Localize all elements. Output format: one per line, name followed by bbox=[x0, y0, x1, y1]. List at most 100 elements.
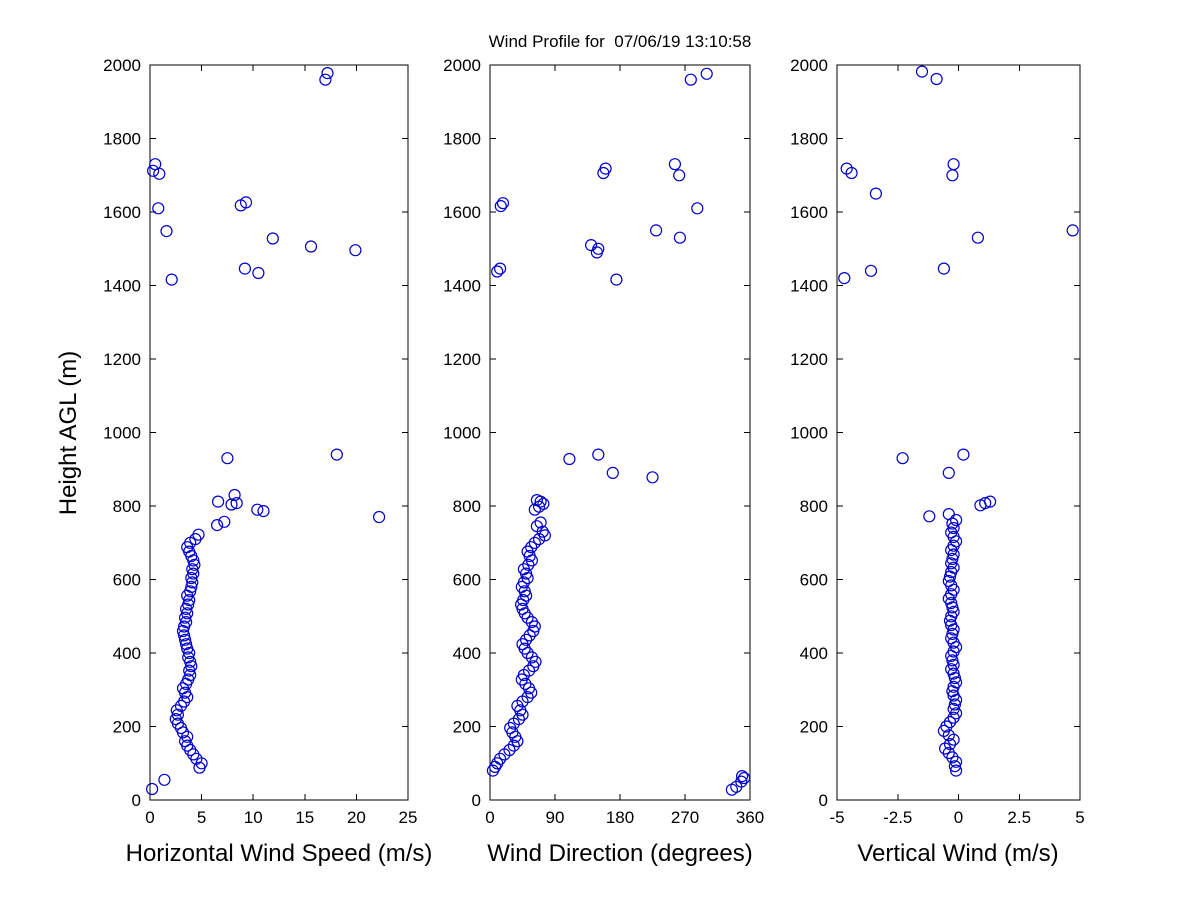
data-point-marker bbox=[180, 615, 193, 629]
data-point-marker bbox=[522, 682, 536, 695]
y-tick-label: 1400 bbox=[443, 277, 481, 296]
data-point-marker bbox=[942, 466, 955, 479]
data-point-marker bbox=[947, 689, 960, 702]
axes-box bbox=[489, 64, 751, 801]
data-point-marker bbox=[1066, 224, 1079, 237]
data-point-marker bbox=[181, 607, 194, 620]
data-point-marker bbox=[170, 704, 183, 717]
data-point-marker bbox=[971, 231, 985, 244]
data-point-marker bbox=[321, 66, 334, 80]
x-tick-label: 0 bbox=[145, 808, 154, 827]
data-point-marker bbox=[668, 158, 682, 171]
y-tick-label: 1000 bbox=[443, 424, 481, 443]
data-point-marker bbox=[537, 497, 550, 510]
x-tick-label: 90 bbox=[546, 808, 565, 827]
y-tick-label: 600 bbox=[453, 571, 481, 590]
data-point-marker bbox=[160, 225, 173, 238]
y-tick-label: 2000 bbox=[443, 56, 481, 75]
x-tick-label: 0 bbox=[485, 808, 494, 827]
data-point-marker bbox=[503, 743, 516, 757]
data-point-marker bbox=[152, 202, 165, 215]
y-tick-label: 1000 bbox=[790, 424, 828, 443]
data-point-marker bbox=[949, 513, 963, 527]
y-tick-label: 200 bbox=[113, 718, 141, 737]
data-point-marker bbox=[530, 494, 544, 507]
data-point-marker bbox=[525, 615, 539, 629]
y-tick-label: 200 bbox=[453, 718, 481, 737]
data-point-marker bbox=[491, 265, 504, 278]
data-point-marker bbox=[349, 244, 362, 257]
data-point-marker bbox=[946, 601, 959, 614]
y-tick-label: 1800 bbox=[443, 130, 481, 149]
data-point-marker bbox=[949, 676, 963, 689]
y-tick-label: 800 bbox=[113, 497, 141, 516]
data-point-marker bbox=[684, 73, 697, 86]
data-point-marker bbox=[186, 576, 199, 589]
data-point-marker bbox=[184, 668, 197, 682]
data-point-marker bbox=[983, 495, 997, 508]
data-point-marker bbox=[494, 262, 507, 275]
y-tick-label: 1800 bbox=[790, 130, 828, 149]
data-point-marker bbox=[158, 773, 171, 786]
data-point-marker bbox=[946, 751, 959, 764]
x-tick-label: 2.5 bbox=[1007, 808, 1031, 827]
data-point-marker bbox=[947, 521, 960, 535]
data-point-marker bbox=[937, 262, 951, 275]
data-point-marker bbox=[947, 605, 960, 618]
data-point-marker bbox=[845, 166, 858, 180]
data-point-marker bbox=[234, 199, 247, 212]
data-point-marker bbox=[530, 520, 544, 533]
data-point-marker bbox=[691, 202, 704, 215]
data-point-marker bbox=[517, 576, 531, 589]
data-point-marker bbox=[946, 169, 959, 182]
y-tick-label: 400 bbox=[453, 644, 481, 663]
data-point-marker bbox=[915, 65, 929, 78]
x-tick-label: 270 bbox=[671, 808, 699, 827]
data-point-marker bbox=[266, 232, 279, 245]
data-point-marker bbox=[947, 658, 960, 671]
data-point-marker bbox=[188, 558, 201, 571]
y-tick-label: 1600 bbox=[103, 203, 141, 222]
data-point-marker bbox=[218, 515, 231, 528]
data-point-marker bbox=[948, 760, 962, 773]
data-point-marker bbox=[948, 698, 962, 711]
vertical-wind-plot: -5 -2.5 0 2.5 5 0 200 400 600 800 1000 1200 1400 1600… bbox=[790, 56, 1085, 827]
wind-direction-plot: 0 90 180 270 360 0 200 400 600 800 1000 1200 1400 160… bbox=[443, 56, 764, 827]
x-tick-label: -2.5 bbox=[883, 808, 912, 827]
data-point-marker bbox=[147, 164, 160, 177]
y-tick-label: 600 bbox=[113, 571, 141, 590]
data-point-marker bbox=[178, 629, 191, 642]
data-point-marker bbox=[512, 712, 526, 726]
data-point-marker bbox=[330, 448, 343, 461]
data-point-marker bbox=[945, 632, 958, 645]
y-tick-label: 1200 bbox=[103, 350, 141, 369]
xlabel-horizontal-wind-speed: Horizontal Wind Speed (m/s) bbox=[126, 840, 433, 867]
x-tick-label: 5 bbox=[197, 808, 206, 827]
data-point-marker bbox=[597, 166, 610, 180]
data-point-marker bbox=[946, 552, 959, 566]
data-point-marker bbox=[185, 580, 198, 594]
data-point-marker bbox=[646, 471, 659, 484]
y-tick-label: 1200 bbox=[790, 350, 828, 369]
data-point-marker bbox=[945, 557, 958, 570]
figure-title: Wind Profile for 07/06/19 13:10:58 bbox=[489, 32, 752, 51]
data-point-marker bbox=[180, 638, 193, 651]
data-point-marker bbox=[738, 771, 751, 785]
data-point-marker bbox=[238, 262, 251, 275]
data-point-marker bbox=[517, 563, 531, 576]
data-point-marker bbox=[494, 200, 507, 213]
y-tick-label: 0 bbox=[472, 791, 481, 810]
x-tick-label: 10 bbox=[244, 808, 263, 827]
data-point-marker bbox=[942, 574, 955, 588]
data-point-marker bbox=[230, 497, 243, 510]
data-point-marker bbox=[171, 708, 184, 721]
data-point-marker bbox=[949, 764, 963, 777]
data-point-marker bbox=[192, 528, 205, 541]
data-point-marker bbox=[181, 730, 194, 743]
y-tick-label: 1000 bbox=[103, 424, 141, 443]
data-point-marker bbox=[673, 231, 687, 244]
data-point-marker bbox=[221, 452, 234, 465]
data-point-marker bbox=[943, 737, 957, 751]
data-point-marker bbox=[943, 715, 957, 729]
